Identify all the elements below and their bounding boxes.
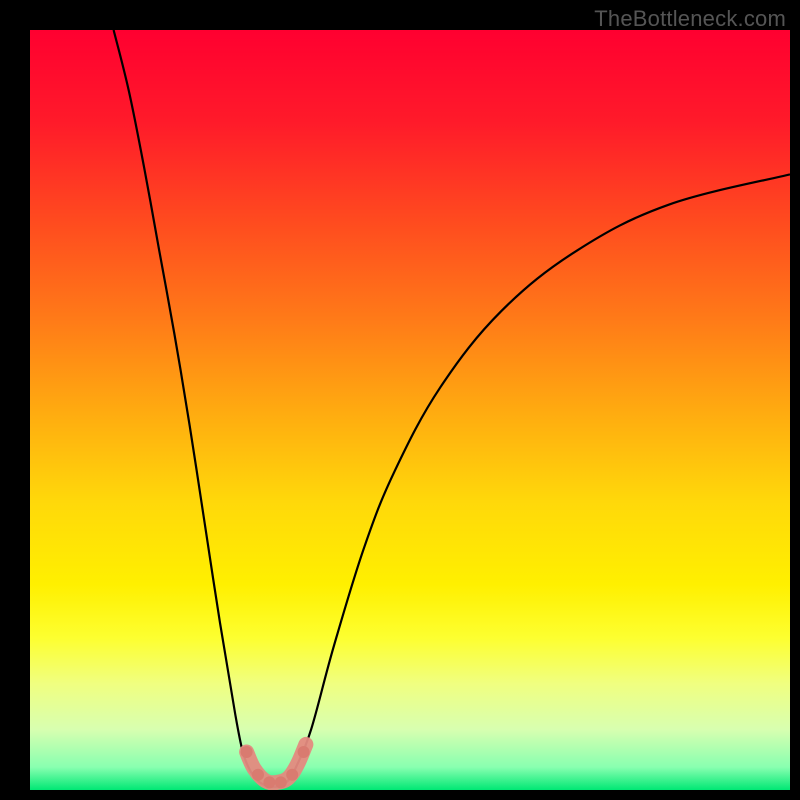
- bottleneck-curve: [114, 30, 790, 787]
- optimal-zone-dot: [275, 776, 287, 788]
- optimal-zone-dot: [252, 769, 264, 781]
- optimal-zone-dot: [298, 746, 310, 758]
- optimal-zone-dot: [241, 746, 253, 758]
- optimal-zone-dot: [263, 776, 275, 788]
- chart-svg: [30, 30, 790, 790]
- optimal-zone-dot: [286, 769, 298, 781]
- chart-area: [30, 30, 790, 790]
- watermark-text: TheBottleneck.com: [594, 6, 786, 32]
